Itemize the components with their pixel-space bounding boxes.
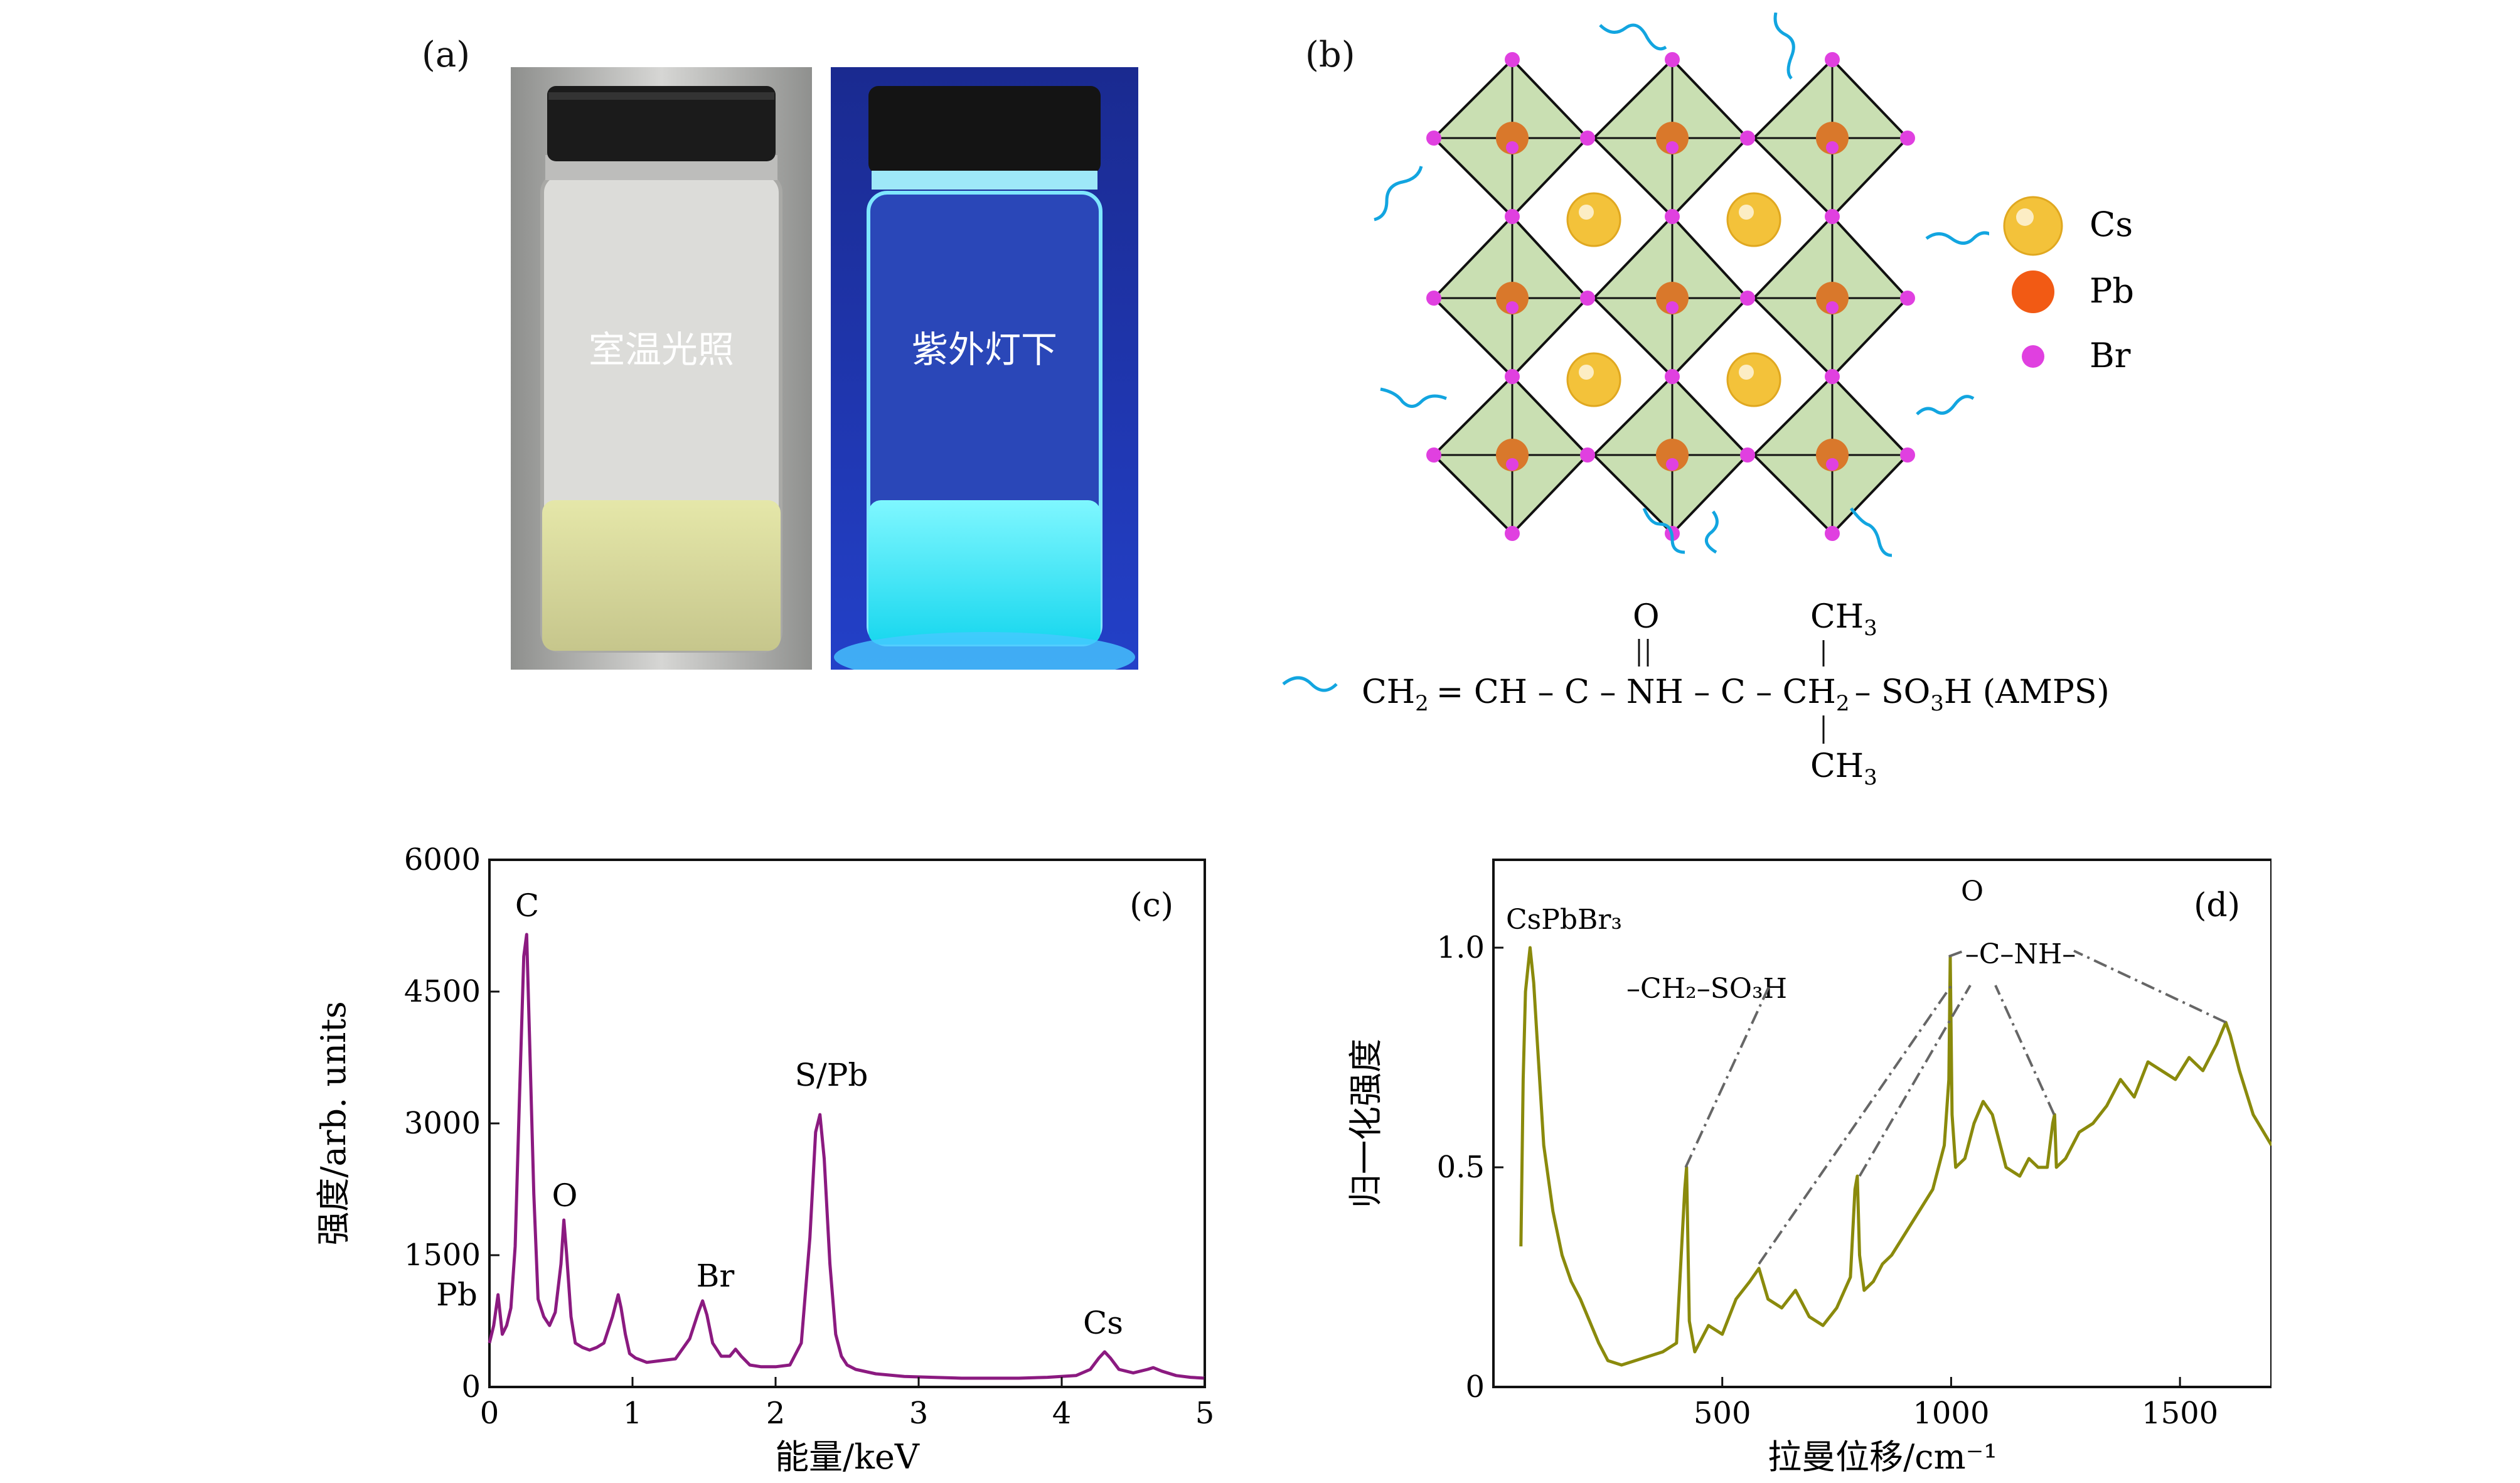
leader-line [1994, 985, 2056, 1115]
legend-pb-symbol [2012, 270, 2054, 313]
peak-annotation: –CH₂–SO₃H [1626, 973, 1787, 1005]
peak-annotation: Cs [1083, 1305, 1123, 1341]
x-tick-label: 3 [909, 1396, 929, 1431]
amps-ligands [1374, 13, 1989, 557]
panel-label: (c) [1129, 887, 1173, 924]
formula-main-a: CH [1362, 673, 1415, 711]
x-tick-label: 5 [1195, 1396, 1215, 1431]
eds-spectrum-chart: 0 1 2 3 4 5 0 1500 3000 4500 6000 能量/keV 强度/arb. uni… [314, 842, 1215, 1475]
legend-br-symbol [2022, 345, 2044, 368]
x-tick-label: 4 [1052, 1396, 1072, 1431]
y-tick-label: 0 [461, 1369, 481, 1405]
peak-annotation: S/Pb [795, 1057, 868, 1093]
y-tick-label: 0 [1465, 1369, 1485, 1405]
vial-photo-uv: 紫外灯下 [831, 67, 1138, 670]
x-axis-label: 拉曼位移/cm⁻¹ [1768, 1437, 1997, 1475]
structure-legend: Cs Pb Br [2003, 196, 2134, 375]
peak-annotation: O [552, 1177, 578, 1214]
svg-text:CH3: CH3 [1810, 598, 1877, 641]
legend-cs-symbol [2003, 196, 2063, 256]
x-tick-label: 2 [766, 1396, 786, 1431]
x-tick-label: 1500 [2142, 1396, 2218, 1431]
vial-ambient-caption: 室温光照 [589, 328, 734, 371]
peak-annotation: Br [697, 1258, 735, 1294]
formula-ch3-bottom: CH [1810, 747, 1864, 785]
formula-ch3-top: CH [1810, 598, 1864, 636]
y-tick-label: 0.5 [1437, 1150, 1485, 1185]
leader-line [2073, 950, 2226, 1024]
series-line [488, 933, 1205, 1380]
panel-a-label: (a) [422, 35, 471, 75]
peak-annotation: O [1961, 875, 1983, 907]
svg-text:CH3: CH3 [1810, 747, 1877, 790]
pb-atoms [1496, 122, 1849, 471]
cs-atoms [1566, 192, 1781, 407]
x-axis-label: 能量/keV [775, 1437, 920, 1475]
leader-line [1684, 985, 1771, 1168]
peak-annotation: C [515, 887, 539, 924]
perovskite-structure-diagram [1374, 13, 1989, 557]
raman-spectrum-chart: 500 1000 1500 0 0.5 1.0 拉曼位移/cm⁻¹ 归一化强度 (d) CsPbB… [1346, 859, 2272, 1475]
leader-line [1858, 984, 1972, 1177]
series-line [1519, 946, 2272, 1367]
leader-line [1758, 984, 1953, 1265]
peak-annotation: CsPbBr₃ [1506, 904, 1622, 936]
legend-br-label: Br [2090, 336, 2131, 375]
formula-o: O [1633, 598, 1660, 636]
legend-pb-label: Pb [2090, 271, 2134, 311]
vial-photo-ambient: 室温光照 [511, 67, 812, 670]
svg-text:CH2= CH – C – NH – C – CH2– SO: CH2 = CH – C – NH – C – CH2– SO3H (AMPS) [1362, 673, 2110, 716]
panel-b-label: (b) [1305, 35, 1355, 75]
peak-annotation: –C–NH– [1965, 938, 2076, 970]
amps-formula: O CH3 CH2 = CH – C – NH – C – CH2– SO3H (… [1282, 598, 2110, 790]
y-axis-label: 归一化强度 [1346, 1039, 1385, 1208]
x-tick-label: 1000 [1913, 1396, 1989, 1431]
leader-line [1948, 950, 1965, 958]
x-tick-label: 1 [623, 1396, 643, 1431]
vial-uv-caption: 紫外灯下 [912, 328, 1057, 371]
peak-annotation: Pb [436, 1277, 478, 1313]
x-tick-label: 0 [480, 1396, 499, 1431]
y-tick-label: 3000 [404, 1106, 481, 1141]
legend-cs-label: Cs [2090, 205, 2133, 244]
y-tick-label: 6000 [404, 842, 481, 877]
x-tick-label: 500 [1694, 1396, 1751, 1431]
y-tick-label: 4500 [404, 974, 481, 1009]
y-tick-label: 1.0 [1437, 930, 1485, 965]
panel-label: (d) [2194, 887, 2240, 924]
plot-frame [1492, 859, 2272, 1388]
y-axis-label: 强度/arb. units [314, 1001, 353, 1245]
y-tick-label: 1500 [404, 1238, 481, 1273]
